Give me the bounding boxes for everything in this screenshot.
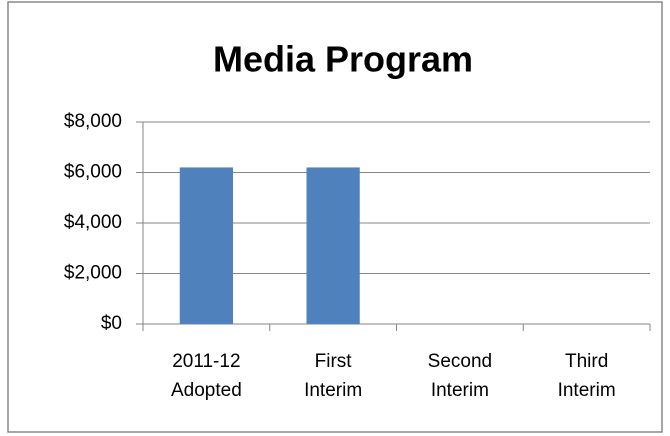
x-tick-label: Third <box>565 351 608 372</box>
chart-title: Media Program <box>213 39 473 80</box>
y-tick-label: $4,000 <box>64 212 122 233</box>
x-tick-label: Interim <box>558 380 616 401</box>
y-tick-label: $6,000 <box>64 162 122 183</box>
x-tick-label: 2011-12 <box>172 351 240 372</box>
x-tick-label: Interim <box>431 380 489 401</box>
bar <box>179 167 233 324</box>
x-tick-label: Interim <box>304 380 362 401</box>
y-tick-label: $0 <box>101 313 122 334</box>
y-tick-label: $8,000 <box>64 111 122 132</box>
x-tick-label: Second <box>428 351 492 372</box>
x-tick-label: Adopted <box>171 380 242 401</box>
bar <box>306 167 360 324</box>
y-tick-label: $2,000 <box>64 263 122 284</box>
x-tick-label: First <box>315 351 353 372</box>
